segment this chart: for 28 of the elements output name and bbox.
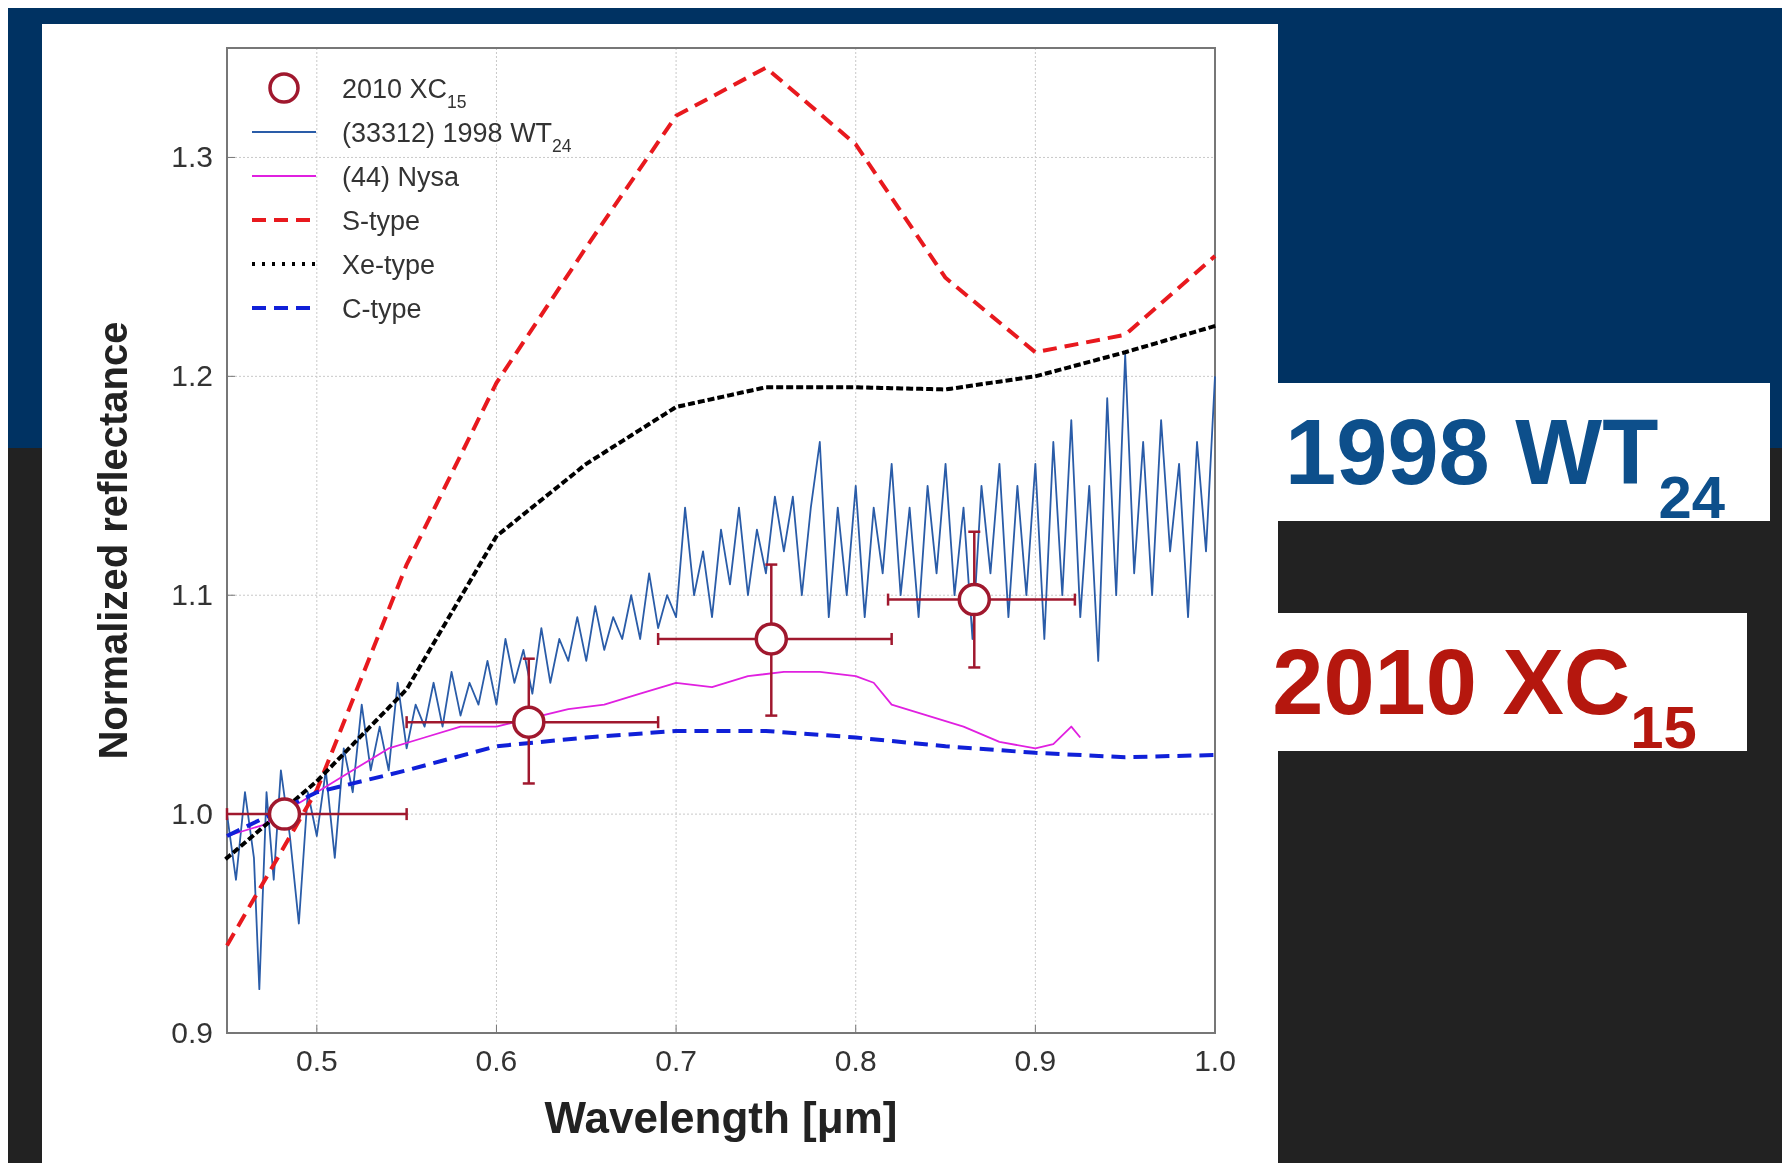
line-series — [225, 65, 1217, 948]
x-tick-label: 0.7 — [655, 1044, 697, 1077]
line-series — [225, 323, 1217, 860]
legend-label: Xe-type — [342, 250, 436, 280]
point — [754, 622, 789, 656]
y-tick-label: 1.2 — [171, 359, 213, 393]
text: 1998 WT$_{24}$ — [1285, 401, 1725, 531]
y-axis-title: Normalized reflectance — [91, 321, 135, 760]
point — [957, 582, 992, 617]
y-tick-label: 1.3 — [171, 140, 213, 174]
x-tick-label: 0.5 — [295, 1044, 338, 1077]
x-tick-label: 0.8 — [834, 1044, 877, 1077]
legend-label: (33312) 1998 WT$_{24}$ — [342, 118, 572, 156]
legend-label: (44) Nysa — [342, 162, 461, 192]
legend-label: 2010 XC$_{15}$ — [342, 74, 467, 112]
x-tick-label: 0.9 — [1014, 1044, 1057, 1077]
x-tick-label: 0.6 — [475, 1044, 518, 1077]
x-axis-title: Wavelength [μm] — [544, 1093, 898, 1142]
text: 2010 XC$_{15}$ — [1272, 631, 1697, 761]
y-tick-label: 1.0 — [171, 797, 213, 831]
x-tick-label: 1.0 — [1194, 1044, 1236, 1077]
y-tick-label: 0.9 — [171, 1016, 213, 1049]
legend-label: S-type — [342, 206, 421, 236]
y-tick-label: 1.1 — [171, 578, 213, 612]
point — [267, 797, 302, 831]
legend-label: C-type — [342, 294, 422, 324]
line-series — [226, 353, 1216, 991]
point — [512, 705, 546, 739]
